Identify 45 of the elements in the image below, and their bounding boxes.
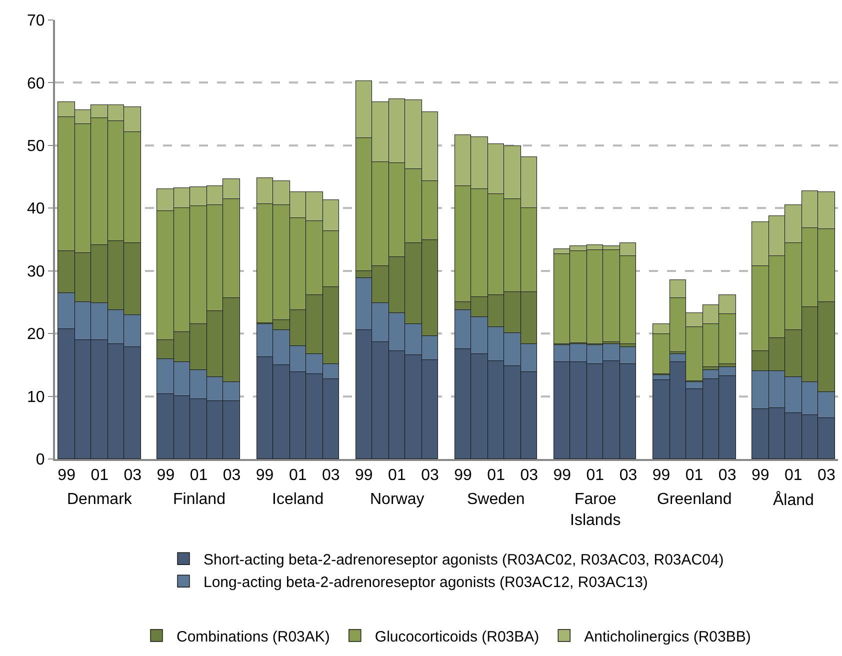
- y-tick-label: 60: [27, 75, 45, 92]
- x-tick-label: 01: [190, 467, 208, 484]
- x-tick-label: 99: [156, 467, 175, 484]
- legend-label: Glucocorticoids (R03BA): [374, 628, 540, 646]
- x-tick-label: 03: [718, 467, 736, 484]
- text: Faroe Islands: [570, 491, 621, 529]
- text: Greenland: [657, 491, 732, 508]
- x-tick-label: 99: [652, 467, 670, 484]
- x-tick-label: 99: [58, 467, 76, 484]
- legend-label: Short-acting beta-2-adrenoreseptor agonists (R03AC02, R03AC03, R03AC04): [204, 552, 724, 569]
- text: Denmark: [67, 491, 133, 508]
- x-tick-label: 03: [322, 467, 340, 484]
- y-tick-label: 0: [36, 452, 45, 469]
- x-tick-label: 03: [124, 467, 142, 484]
- x-tick-label: 03: [818, 467, 836, 484]
- x-tick-label: 99: [454, 467, 472, 484]
- x-tick-label: 01: [90, 467, 109, 484]
- y-tick-label: 30: [27, 263, 45, 280]
- x-tick-label: 01: [288, 467, 307, 484]
- x-tick-label: 03: [421, 467, 439, 484]
- legend-label: Combinations (R03AK): [176, 628, 330, 646]
- x-tick-label: 01: [685, 467, 704, 484]
- y-tick-label: 10: [27, 388, 45, 406]
- x-tick-label: 03: [619, 467, 638, 484]
- x-tick-label: 01: [586, 467, 604, 484]
- text: Åland: [773, 491, 814, 509]
- text: Norway: [370, 491, 424, 508]
- legend-label: Long-acting beta-2-adrenoreseptor agonists (R03AC12, R03AC13): [204, 574, 648, 592]
- x-tick-label: 01: [388, 467, 406, 484]
- x-tick-label: 03: [222, 467, 241, 484]
- x-tick-label: 01: [487, 467, 506, 484]
- legend-label: Anticholinergics (R03BB): [584, 628, 751, 646]
- y-tick-label: 70: [27, 12, 45, 30]
- y-tick-label: 20: [27, 326, 45, 344]
- x-tick-label: 99: [751, 467, 770, 484]
- x-tick-label: 03: [520, 467, 538, 484]
- x-tick-label: 99: [553, 467, 572, 484]
- text: Sweden: [467, 491, 525, 508]
- x-tick-label: 01: [784, 467, 802, 484]
- text: Finland: [173, 491, 226, 508]
- y-tick-label: 40: [27, 200, 45, 218]
- text: Iceland: [272, 491, 324, 508]
- y-tick-label: 50: [27, 138, 45, 156]
- x-tick-label: 99: [355, 467, 373, 484]
- x-tick-label: 99: [256, 467, 274, 484]
